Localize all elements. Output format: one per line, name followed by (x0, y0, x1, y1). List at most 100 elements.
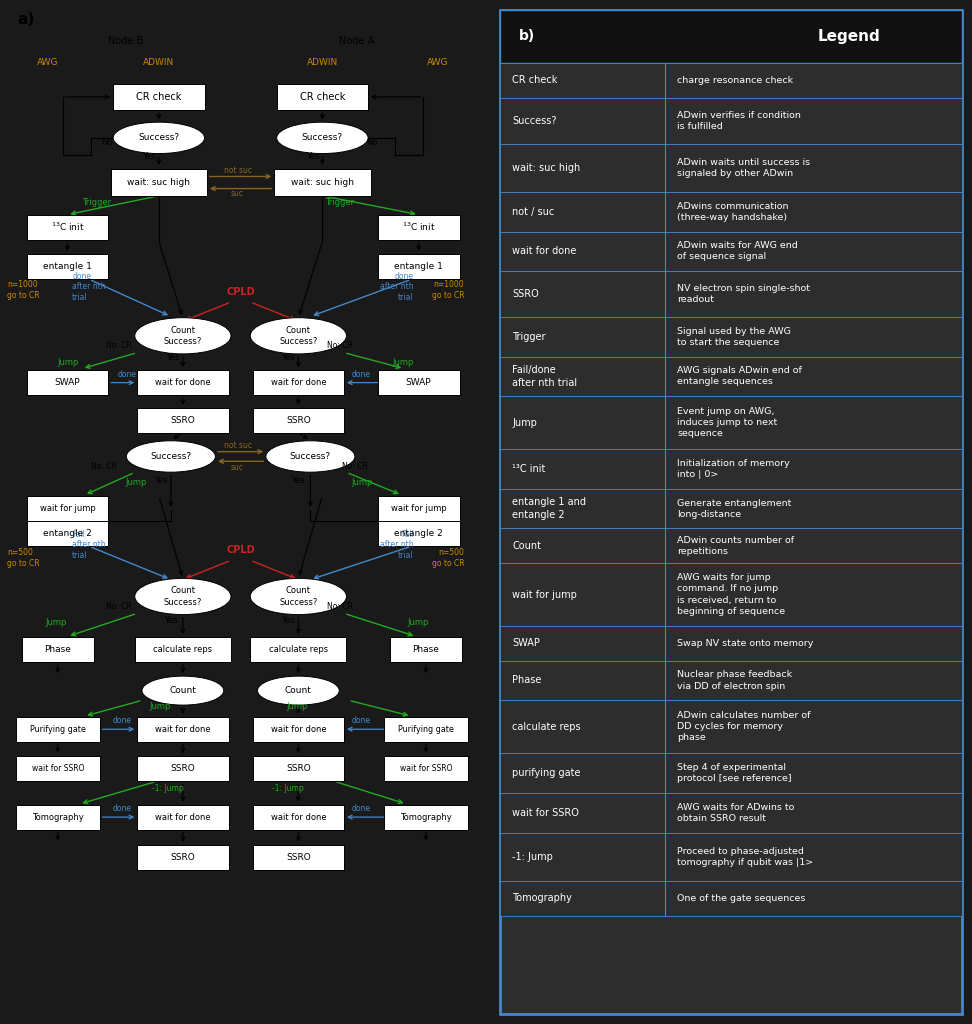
Text: Jump: Jump (46, 618, 67, 628)
Text: Phase: Phase (412, 645, 439, 654)
Text: a): a) (17, 12, 34, 28)
Text: Purifying gate: Purifying gate (30, 725, 86, 734)
Text: Count
Success?: Count Success? (279, 587, 318, 606)
Text: entangle 1 and
entangle 2: entangle 1 and entangle 2 (512, 498, 586, 520)
Text: done: done (351, 804, 370, 813)
Text: Tomography: Tomography (512, 893, 573, 903)
Text: Success?: Success? (151, 452, 191, 461)
Text: No: No (365, 138, 377, 147)
Text: Yes: Yes (154, 476, 167, 485)
FancyBboxPatch shape (501, 528, 962, 563)
FancyBboxPatch shape (501, 450, 962, 488)
Ellipse shape (142, 676, 224, 706)
Text: charge resonance check: charge resonance check (677, 76, 793, 85)
FancyBboxPatch shape (384, 805, 468, 829)
Text: Yes: Yes (292, 476, 304, 485)
Text: wait for done: wait for done (156, 378, 211, 387)
Ellipse shape (250, 317, 346, 354)
Text: calculate reps: calculate reps (269, 645, 328, 654)
FancyBboxPatch shape (390, 637, 462, 663)
Text: Count
Success?: Count Success? (279, 326, 318, 346)
Text: Success?: Success? (512, 116, 557, 126)
Text: n=500
go to CR: n=500 go to CR (432, 548, 465, 568)
Text: ADwins communication
(three-way handshake): ADwins communication (three-way handshak… (677, 202, 788, 222)
Text: wait for jump: wait for jump (512, 590, 577, 599)
Text: Purifying gate: Purifying gate (398, 725, 454, 734)
FancyBboxPatch shape (253, 370, 344, 395)
Text: ADwin calculates number of
DD cycles for memory
phase: ADwin calculates number of DD cycles for… (677, 712, 811, 742)
FancyBboxPatch shape (384, 717, 468, 741)
Text: SSRO: SSRO (170, 853, 195, 861)
Text: n=1000
go to CR: n=1000 go to CR (432, 281, 465, 300)
FancyBboxPatch shape (501, 626, 962, 660)
FancyBboxPatch shape (501, 793, 962, 833)
Text: wait for done: wait for done (156, 725, 211, 734)
Text: Generate entanglement
long-distance: Generate entanglement long-distance (677, 499, 791, 519)
FancyBboxPatch shape (16, 805, 100, 829)
FancyBboxPatch shape (501, 10, 962, 63)
Text: Yes: Yes (282, 616, 295, 625)
FancyBboxPatch shape (501, 754, 962, 793)
Text: Jump: Jump (351, 478, 372, 487)
Text: Signal used by the AWG
to start the sequence: Signal used by the AWG to start the sequ… (677, 327, 791, 347)
Text: Nuclear phase feedback
via DD of electron spin: Nuclear phase feedback via DD of electro… (677, 671, 792, 690)
Text: ADwin waits for AWG end
of sequence signal: ADwin waits for AWG end of sequence sign… (677, 242, 798, 261)
FancyBboxPatch shape (26, 215, 108, 240)
FancyBboxPatch shape (26, 496, 108, 520)
Text: wait for jump: wait for jump (391, 504, 446, 513)
FancyBboxPatch shape (501, 488, 962, 528)
Text: Tomography: Tomography (400, 813, 452, 821)
Ellipse shape (277, 122, 368, 154)
FancyBboxPatch shape (501, 10, 962, 1014)
Text: done
after nth
trial: done after nth trial (380, 271, 414, 302)
Text: ¹³C init: ¹³C init (512, 464, 545, 474)
FancyBboxPatch shape (501, 98, 962, 143)
FancyBboxPatch shape (501, 700, 962, 754)
Text: CR check: CR check (299, 92, 345, 101)
Text: Count: Count (512, 541, 541, 551)
Text: wait for SSRO: wait for SSRO (31, 764, 84, 773)
Text: SSRO: SSRO (286, 853, 311, 861)
Text: wait for SSRO: wait for SSRO (399, 764, 452, 773)
Text: ADWIN: ADWIN (307, 58, 338, 68)
Text: -1: Jump: -1: Jump (272, 784, 303, 793)
FancyBboxPatch shape (378, 254, 460, 280)
Text: Phase: Phase (512, 676, 541, 685)
Text: wait: suc high: wait: suc high (291, 178, 354, 186)
FancyBboxPatch shape (16, 717, 100, 741)
FancyBboxPatch shape (277, 84, 368, 111)
Ellipse shape (113, 122, 204, 154)
FancyBboxPatch shape (137, 370, 228, 395)
Text: wait for SSRO: wait for SSRO (512, 808, 579, 818)
Ellipse shape (135, 317, 231, 354)
Text: One of the gate sequences: One of the gate sequences (677, 894, 806, 903)
Text: -1: Jump: -1: Jump (512, 852, 553, 861)
Text: n=500
go to CR: n=500 go to CR (7, 548, 40, 568)
Text: calculate reps: calculate reps (154, 645, 213, 654)
FancyBboxPatch shape (253, 717, 344, 741)
Text: No: CR: No: CR (91, 462, 118, 471)
FancyBboxPatch shape (137, 757, 228, 781)
FancyBboxPatch shape (501, 143, 962, 191)
FancyBboxPatch shape (253, 805, 344, 829)
Text: Fail
after nth
trial: Fail after nth trial (72, 530, 106, 560)
Text: Yes: Yes (142, 152, 156, 161)
Text: Success?: Success? (138, 133, 180, 142)
Text: Success?: Success? (290, 452, 330, 461)
Text: wait: suc high: wait: suc high (512, 163, 580, 173)
Text: Yes: Yes (305, 152, 319, 161)
Text: Count
Success?: Count Success? (163, 326, 202, 346)
Text: wait for done: wait for done (270, 378, 327, 387)
Text: n=1000
go to CR: n=1000 go to CR (7, 281, 40, 300)
Text: not / suc: not / suc (512, 207, 554, 217)
Text: $^{13}$C init: $^{13}$C init (51, 221, 85, 233)
FancyBboxPatch shape (111, 169, 207, 196)
Text: SWAP: SWAP (406, 378, 432, 387)
Text: Fail/done
after nth trial: Fail/done after nth trial (512, 366, 577, 387)
FancyBboxPatch shape (16, 757, 100, 781)
Text: Trigger: Trigger (82, 199, 111, 208)
Text: SWAP: SWAP (54, 378, 81, 387)
Text: SSRO: SSRO (286, 764, 311, 773)
Text: $^{13}$C init: $^{13}$C init (401, 221, 435, 233)
Text: SSRO: SSRO (512, 289, 538, 299)
